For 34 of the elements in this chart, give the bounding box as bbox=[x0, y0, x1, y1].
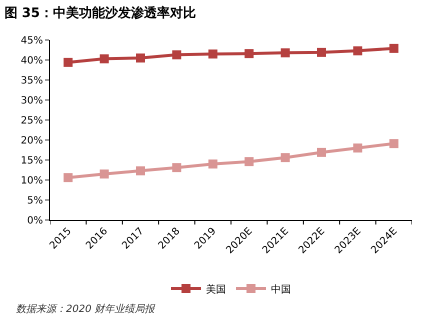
point bbox=[317, 148, 326, 157]
point bbox=[244, 49, 254, 58]
y-tick-label: 45% bbox=[20, 36, 43, 46]
y-tick-label: 0% bbox=[27, 216, 43, 226]
point bbox=[208, 160, 218, 168]
point bbox=[280, 153, 290, 162]
y-tick-label: 15% bbox=[20, 156, 43, 166]
y-tick-label: 30% bbox=[20, 96, 43, 106]
point bbox=[317, 48, 326, 57]
source-note: 数据来源：2020 财年业绩局报 bbox=[16, 303, 156, 315]
point bbox=[353, 144, 362, 152]
point bbox=[172, 50, 182, 60]
point bbox=[100, 54, 109, 64]
y-tick-label: 5% bbox=[27, 196, 43, 206]
chart-title: 图 35：中美功能沙发渗透率对比 bbox=[4, 5, 196, 22]
legend-label: 中国 bbox=[271, 283, 291, 296]
y-tick-label: 40% bbox=[20, 56, 43, 66]
y-tick-label: 35% bbox=[20, 76, 43, 86]
legend-label: 美国 bbox=[206, 283, 226, 296]
point bbox=[136, 54, 145, 62]
point bbox=[208, 50, 218, 58]
y-tick-label: 20% bbox=[20, 136, 43, 146]
y-tick-label: 10% bbox=[20, 176, 43, 186]
y-tick-label: 25% bbox=[20, 116, 43, 126]
point bbox=[136, 166, 145, 176]
point bbox=[389, 139, 398, 148]
point bbox=[389, 44, 398, 53]
point bbox=[64, 58, 73, 67]
point bbox=[280, 48, 290, 58]
point bbox=[100, 170, 109, 178]
point bbox=[353, 46, 362, 56]
point bbox=[244, 157, 254, 166]
point bbox=[64, 173, 73, 182]
point bbox=[172, 163, 182, 172]
